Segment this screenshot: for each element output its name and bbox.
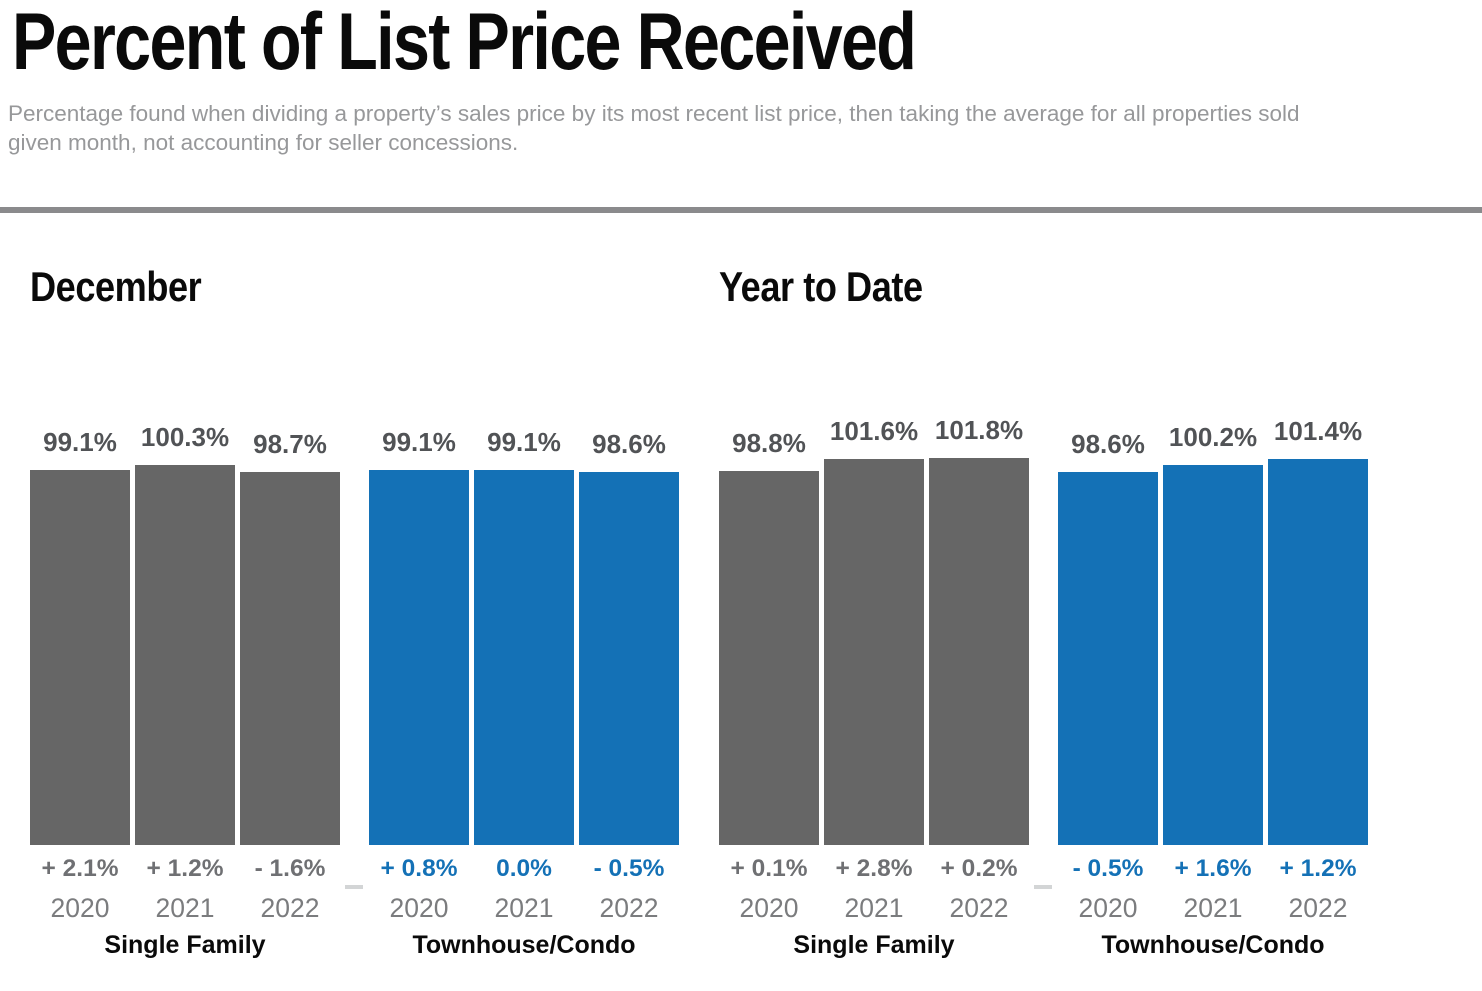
bar-value-label: 99.1% [43,427,117,457]
bar-cell: 100.2% [1163,415,1263,845]
year-label: 2021 [1183,893,1243,923]
bar-cell: 99.1% [30,415,130,845]
bar-single-family-2020 [719,471,819,845]
change-label: + 2.8% [835,855,913,882]
year-row: 2020 2021 2022 2020 2021 2022 [30,893,679,924]
chart-section-year-to-date: Year to Date 98.8% 101.6% 101.8% 98.6 [719,263,1368,973]
page-subtitle: Percentage found when dividing a propert… [8,99,1300,157]
bar-cell: 98.7% [240,415,340,845]
group-separator-dash [1034,885,1052,889]
bar-value-label: 101.4% [1273,416,1363,447]
bar-value-label: 101.6% [829,415,919,446]
change-row: + 2.1% + 1.2% - 1.6% + 0.8% 0.0% - 0.5% [30,855,679,883]
change-label: - 0.5% [593,855,665,882]
group-labels-row: Single Family Townhouse/Condo [30,931,679,960]
horizontal-divider [0,207,1482,213]
bar-cell: 98.8% [719,415,819,845]
bar-value-label: 98.7% [253,428,327,459]
change-label: 0.0% [496,855,552,882]
bar-single-family-2020 [30,470,130,845]
bar-group-townhouse-condo: 98.6% 100.2% 101.4% [1058,415,1368,845]
year-label: 2021 [494,893,554,923]
bar-townhouse-condo-2021 [1163,464,1263,845]
bar-value-label: 99.1% [487,427,561,457]
page-title: Percent of List Price Received [12,0,917,87]
change-group-townhouse-condo: + 0.8% 0.0% - 0.5% [369,855,679,883]
change-row: + 0.1% + 2.8% + 0.2% - 0.5% + 1.6% + 1.2… [719,855,1368,883]
bar-value-label: 99.1% [382,427,456,457]
bar-cell: 99.1% [474,415,574,845]
bar-value-label: 98.8% [732,428,806,459]
year-label: 2021 [844,893,904,923]
bar-townhouse-condo-2020 [369,470,469,845]
change-label: + 1.2% [1279,855,1357,882]
group-label-single-family: Single Family [793,931,955,959]
change-label: + 0.2% [940,855,1018,882]
year-group-townhouse-condo: 2020 2021 2022 [369,893,679,924]
bar-single-family-2022 [929,458,1029,845]
bar-townhouse-condo-2020 [1058,472,1158,845]
group-separator-dash [345,885,363,889]
group-label-single-family: Single Family [104,931,266,959]
bar-townhouse-condo-2022 [1268,459,1368,845]
year-label: 2022 [1288,893,1348,923]
year-label: 2020 [50,893,110,923]
group-label-townhouse-condo: Townhouse/Condo [412,931,636,959]
change-label: + 1.2% [146,855,224,882]
year-label: 2022 [599,893,659,923]
change-label: + 0.8% [380,855,458,882]
group-label-townhouse-condo: Townhouse/Condo [1101,931,1325,959]
bar-cell: 101.6% [824,415,924,845]
bar-townhouse-condo-2021 [474,470,574,845]
change-label: + 0.1% [730,855,808,882]
bar-group-single-family: 98.8% 101.6% 101.8% [719,415,1029,845]
change-group-single-family: + 0.1% + 2.8% + 0.2% [719,855,1029,883]
bar-cell: 99.1% [369,415,469,845]
bar-value-label: 101.8% [934,415,1024,445]
year-label: 2022 [949,893,1009,923]
change-label: - 1.6% [254,855,326,882]
bar-cell: 98.6% [579,415,679,845]
bar-group-townhouse-condo: 99.1% 99.1% 98.6% [369,415,679,845]
bar-value-label: 98.6% [592,429,666,460]
year-group-single-family: 2020 2021 2022 [30,893,340,924]
section-title-year-to-date: Year to Date [719,263,923,310]
bar-cell: 98.6% [1058,415,1158,845]
year-group-townhouse-condo: 2020 2021 2022 [1058,893,1368,924]
bar-group-single-family: 99.1% 100.3% 98.7% [30,415,340,845]
year-label: 2021 [155,893,215,923]
bar-townhouse-condo-2022 [579,472,679,845]
chart-section-december: December 99.1% 100.3% 98.7% 99.1% [30,263,679,973]
year-row: 2020 2021 2022 2020 2021 2022 [719,893,1368,924]
bar-cell: 101.8% [929,415,1029,845]
bar-cell: 100.3% [135,415,235,845]
section-title-december: December [30,263,202,310]
change-label: - 0.5% [1072,855,1144,882]
year-label: 2022 [260,893,320,923]
bar-single-family-2021 [824,458,924,845]
bars-row: 99.1% 100.3% 98.7% 99.1% 99.1% [30,415,679,845]
change-group-single-family: + 2.1% + 1.2% - 1.6% [30,855,340,883]
year-group-single-family: 2020 2021 2022 [719,893,1029,924]
bar-value-label: 100.3% [140,421,230,452]
change-label: + 1.6% [1174,855,1252,882]
change-label: + 2.1% [41,855,119,882]
bar-single-family-2022 [240,471,340,845]
year-label: 2020 [739,893,799,923]
bar-value-label: 100.2% [1168,421,1258,452]
group-labels-row: Single Family Townhouse/Condo [719,931,1368,960]
subtitle-line-1: Percentage found when dividing a propert… [8,101,1300,126]
bars-row: 98.8% 101.6% 101.8% 98.6% 100. [719,415,1368,845]
bar-single-family-2021 [135,464,235,845]
year-label: 2020 [389,893,449,923]
subtitle-line-2: given month, not accounting for seller c… [8,130,519,155]
change-group-townhouse-condo: - 0.5% + 1.6% + 1.2% [1058,855,1368,883]
bar-value-label: 98.6% [1071,429,1145,460]
bar-cell: 101.4% [1268,415,1368,845]
year-label: 2020 [1078,893,1138,923]
